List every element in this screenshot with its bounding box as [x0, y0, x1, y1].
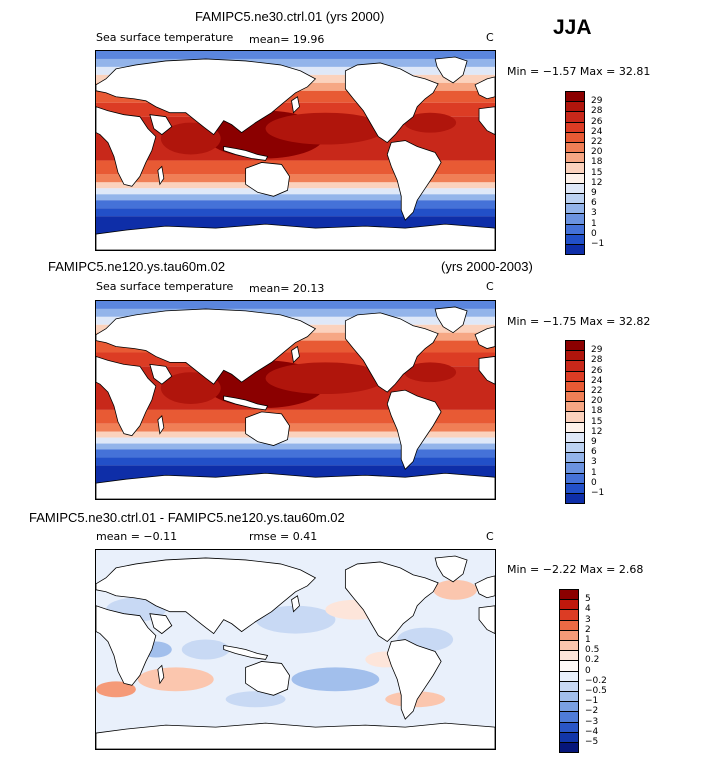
colorbar-tick-label: 3 — [591, 208, 597, 219]
colorbar-tick-label: 9 — [591, 437, 597, 447]
colorbar-tick-label: −1 — [585, 696, 599, 707]
panel-3-title: FAMIPC5.ne30.ctrl.01 - FAMIPC5.ne120.ys.… — [29, 510, 345, 525]
panel-2-mean: mean= 20.13 — [249, 282, 325, 295]
colorbar-tick-label: 28 — [591, 355, 603, 366]
panel-3-map — [95, 549, 496, 750]
colorbar-tick-label: 20 — [591, 147, 603, 158]
panel-1-map-svg — [96, 51, 495, 250]
colorbar-tick-label: 29 — [591, 345, 603, 356]
colorbar-tick-label: 18 — [591, 406, 603, 417]
panel-2-title: FAMIPC5.ne120.ys.tau60m.02 — [48, 259, 226, 274]
panel-1-minmax: Min = −1.57 Max = 32.81 — [507, 65, 651, 78]
colorbar-tick-label: −4 — [585, 726, 599, 737]
colorbar-tick-label: 24 — [591, 375, 603, 386]
panel-3-rmse: rmse = 0.41 — [249, 530, 318, 543]
colorbar-tick-label: 26 — [591, 116, 603, 127]
colorbar-tick-label: 0 — [585, 665, 591, 676]
panel-2-years: (yrs 2000-2003) — [441, 259, 533, 274]
colorbar-tick-label: 1 — [585, 635, 591, 645]
panel-2-minmax: Min = −1.75 Max = 32.82 — [507, 315, 651, 328]
colorbar-tick-label: −5 — [585, 737, 599, 747]
colorbar-swatch — [565, 244, 585, 256]
colorbar-tick-label: −0.2 — [585, 675, 607, 686]
colorbar-tick-label: −1 — [591, 488, 605, 498]
panel-3-minmax: Min = −2.22 Max = 2.68 — [507, 563, 644, 576]
panel-2-field-name: Sea surface temperature — [96, 280, 234, 293]
colorbar-tick-label: 0 — [591, 477, 597, 488]
colorbar-tick-label: −1 — [591, 239, 605, 249]
colorbar-tick-label: 3 — [585, 614, 591, 625]
colorbar-tick-label: 15 — [591, 167, 603, 178]
colorbar-tick-label: −0.5 — [585, 686, 607, 696]
colorbar-tick-label: −3 — [585, 716, 599, 727]
colorbar-tick-label: 22 — [591, 137, 603, 147]
panel-2-map — [95, 300, 496, 500]
panel-1-map — [95, 50, 496, 251]
panel-1-units: C — [486, 31, 494, 44]
panel-3-units: C — [486, 530, 494, 543]
colorbar-tick-label: 18 — [591, 157, 603, 168]
colorbar-tick-label: 28 — [591, 106, 603, 117]
colorbar-tick-label: 20 — [591, 396, 603, 407]
panel-1-mean: mean= 19.96 — [249, 33, 325, 46]
colorbar-tick-label: 22 — [591, 386, 603, 396]
colorbar-tick-label: 1 — [591, 218, 597, 229]
colorbar-tick-label: 15 — [591, 416, 603, 427]
colorbar-tick-label: 2 — [585, 624, 591, 635]
colorbar-tick-label: 0.2 — [585, 655, 600, 666]
colorbar-tick-label: 5 — [585, 594, 591, 605]
colorbar-tick-label: 0.5 — [585, 645, 600, 656]
panel-3-map-svg — [96, 550, 495, 749]
colorbar-tick-label: 9 — [591, 188, 597, 198]
colorbar-tick-label: 0 — [591, 228, 597, 239]
colorbar-tick-label: 1 — [591, 467, 597, 478]
colorbar-tick-label: 6 — [591, 447, 597, 458]
panel-1-title: FAMIPC5.ne30.ctrl.01 (yrs 2000) — [195, 9, 385, 24]
colorbar-tick-label: 12 — [591, 177, 603, 188]
panel-1-field-name: Sea surface temperature — [96, 31, 234, 44]
colorbar-tick-label: −2 — [585, 706, 599, 717]
colorbar-swatch — [565, 493, 585, 505]
colorbar-tick-label: 3 — [591, 457, 597, 468]
colorbar-swatch — [559, 742, 579, 754]
colorbar-tick-label: 29 — [591, 96, 603, 107]
colorbar-tick-label: 6 — [591, 198, 597, 209]
colorbar-tick-label: 12 — [591, 426, 603, 437]
panel-3-mean: mean = −0.11 — [96, 530, 178, 543]
colorbar-tick-label: 26 — [591, 365, 603, 376]
season-label: JJA — [553, 16, 592, 39]
colorbar-tick-label: 24 — [591, 126, 603, 137]
panel-2-map-svg — [96, 301, 495, 499]
panel-2-units: C — [486, 280, 494, 293]
colorbar-tick-label: 4 — [585, 604, 591, 615]
